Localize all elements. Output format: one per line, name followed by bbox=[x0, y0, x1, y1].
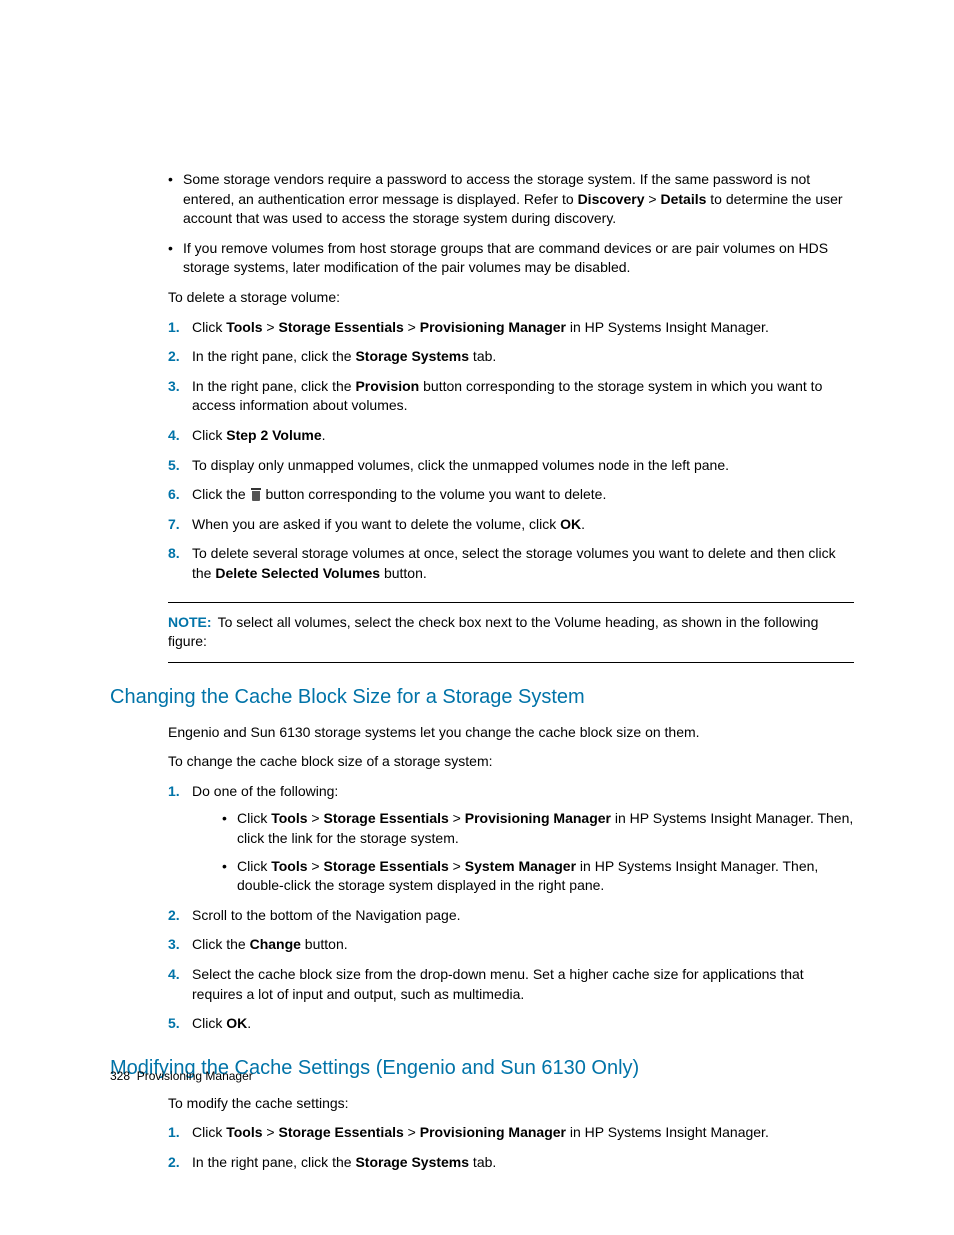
step-item: To delete several storage volumes at onc… bbox=[168, 544, 854, 583]
text: In the right pane, click the bbox=[192, 348, 355, 364]
text: > bbox=[263, 1124, 279, 1140]
intro-bullets: Some storage vendors require a password … bbox=[110, 170, 854, 278]
text: > bbox=[308, 858, 324, 874]
text: button corresponding to the volume you w… bbox=[262, 486, 607, 502]
note-text: To select all volumes, select the check … bbox=[168, 614, 818, 650]
text: Click the bbox=[192, 936, 250, 952]
text: > bbox=[404, 319, 420, 335]
text: Click the bbox=[192, 486, 250, 502]
step-item: To display only unmapped volumes, click … bbox=[168, 456, 854, 476]
bold-text: OK bbox=[226, 1015, 247, 1031]
paragraph: To modify the cache settings: bbox=[168, 1094, 854, 1114]
text: > bbox=[645, 191, 661, 207]
step-item: Click the Change button. bbox=[168, 935, 854, 955]
trash-icon bbox=[250, 488, 262, 502]
text: > bbox=[449, 858, 465, 874]
text: > bbox=[308, 810, 324, 826]
note-block: NOTE:To select all volumes, select the c… bbox=[168, 602, 854, 663]
text: tab. bbox=[469, 1154, 496, 1170]
step-item: Click Step 2 Volume. bbox=[168, 426, 854, 446]
text: Click bbox=[192, 1015, 226, 1031]
sub-bullets: Click Tools > Storage Essentials > Provi… bbox=[192, 809, 854, 895]
bullet-item: Some storage vendors require a password … bbox=[168, 170, 854, 229]
text: . bbox=[247, 1015, 251, 1031]
text: button. bbox=[380, 565, 427, 581]
text: button. bbox=[301, 936, 348, 952]
text: In the right pane, click the bbox=[192, 378, 355, 394]
bold-text: Tools bbox=[226, 319, 262, 335]
bold-text: Storage Systems bbox=[355, 1154, 469, 1170]
text: > bbox=[449, 810, 465, 826]
text: . bbox=[322, 427, 326, 443]
section-heading: Changing the Cache Block Size for a Stor… bbox=[110, 683, 854, 711]
paragraph: To change the cache block size of a stor… bbox=[168, 752, 854, 772]
text: in HP Systems Insight Manager. bbox=[566, 1124, 769, 1140]
text: > bbox=[263, 319, 279, 335]
bold-text: Storage Essentials bbox=[324, 810, 449, 826]
bold-text: Delete Selected Volumes bbox=[215, 565, 380, 581]
steps-list: Click Tools > Storage Essentials > Provi… bbox=[110, 318, 854, 584]
text: When you are asked if you want to delete… bbox=[192, 516, 560, 532]
step-item: Click Tools > Storage Essentials > Provi… bbox=[168, 1123, 854, 1143]
step-item: Click the button corresponding to the vo… bbox=[168, 485, 854, 505]
note-label: NOTE: bbox=[168, 614, 212, 630]
bold-text: Storage Essentials bbox=[324, 858, 449, 874]
steps-list: Click Tools > Storage Essentials > Provi… bbox=[110, 1123, 854, 1172]
bold-text: Provisioning Manager bbox=[420, 319, 566, 335]
bullet-item: Click Tools > Storage Essentials > Syste… bbox=[222, 857, 854, 896]
step-item: Select the cache block size from the dro… bbox=[168, 965, 854, 1004]
text: tab. bbox=[469, 348, 496, 364]
bold-text: Step 2 Volume bbox=[226, 427, 321, 443]
document-page: Some storage vendors require a password … bbox=[0, 0, 954, 1235]
bold-text: Provision bbox=[355, 378, 419, 394]
text: Select the cache block size from the dro… bbox=[192, 966, 804, 1002]
text: Click bbox=[237, 810, 271, 826]
step-item: In the right pane, click the Storage Sys… bbox=[168, 1153, 854, 1173]
text: Scroll to the bottom of the Navigation p… bbox=[192, 907, 461, 923]
step-item: In the right pane, click the Provision b… bbox=[168, 377, 854, 416]
bold-text: Storage Essentials bbox=[279, 319, 404, 335]
text: Click bbox=[192, 427, 226, 443]
bold-text: Change bbox=[250, 936, 301, 952]
bold-text: System Manager bbox=[465, 858, 576, 874]
step-item: Click OK. bbox=[168, 1014, 854, 1034]
step-item: Do one of the following: Click Tools > S… bbox=[168, 782, 854, 896]
step-item: In the right pane, click the Storage Sys… bbox=[168, 347, 854, 367]
text: In the right pane, click the bbox=[192, 1154, 355, 1170]
bold-text: Storage Systems bbox=[355, 348, 469, 364]
text: Click bbox=[237, 858, 271, 874]
bold-text: Tools bbox=[271, 858, 307, 874]
text: Click bbox=[192, 319, 226, 335]
paragraph: To delete a storage volume: bbox=[168, 288, 854, 308]
bold-text: Provisioning Manager bbox=[465, 810, 611, 826]
bold-text: Storage Essentials bbox=[279, 1124, 404, 1140]
steps-list: Do one of the following: Click Tools > S… bbox=[110, 782, 854, 1034]
bold-text: Provisioning Manager bbox=[420, 1124, 566, 1140]
bold-text: Details bbox=[660, 191, 706, 207]
bold-text: Tools bbox=[226, 1124, 262, 1140]
page-footer: 328 Provisioning Manager bbox=[110, 1068, 253, 1085]
bullet-item: Click Tools > Storage Essentials > Provi… bbox=[222, 809, 854, 848]
text: in HP Systems Insight Manager. bbox=[566, 319, 769, 335]
text: . bbox=[581, 516, 585, 532]
bold-text: Discovery bbox=[578, 191, 645, 207]
paragraph: Engenio and Sun 6130 storage systems let… bbox=[168, 723, 854, 743]
bold-text: Tools bbox=[271, 810, 307, 826]
bullet-item: If you remove volumes from host storage … bbox=[168, 239, 854, 278]
footer-title: Provisioning Manager bbox=[137, 1069, 253, 1083]
step-item: Scroll to the bottom of the Navigation p… bbox=[168, 906, 854, 926]
text: If you remove volumes from host storage … bbox=[183, 240, 828, 276]
page-number: 328 bbox=[110, 1069, 130, 1083]
step-item: Click Tools > Storage Essentials > Provi… bbox=[168, 318, 854, 338]
text: To display only unmapped volumes, click … bbox=[192, 457, 729, 473]
text: > bbox=[404, 1124, 420, 1140]
bold-text: OK bbox=[560, 516, 581, 532]
text: Do one of the following: bbox=[192, 783, 338, 799]
step-item: When you are asked if you want to delete… bbox=[168, 515, 854, 535]
text: Click bbox=[192, 1124, 226, 1140]
